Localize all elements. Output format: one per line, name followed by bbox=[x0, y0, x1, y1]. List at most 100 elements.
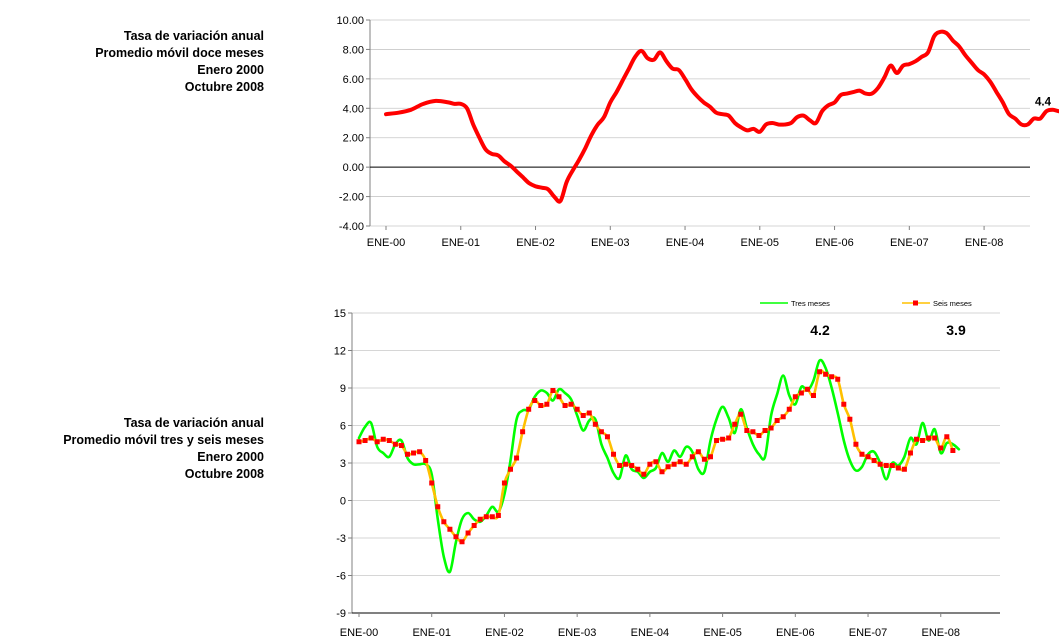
legend-label: Tres meses bbox=[791, 299, 830, 308]
value-annotation: 4.2 bbox=[810, 322, 830, 338]
series-marker bbox=[823, 371, 829, 377]
series-marker bbox=[647, 461, 653, 467]
series-marker bbox=[653, 459, 659, 465]
series-marker bbox=[907, 450, 913, 456]
series-marker bbox=[635, 466, 641, 472]
chart2-title-line1: Tasa de variación anual bbox=[123, 416, 264, 430]
x-tick-label: ENE-00 bbox=[340, 627, 379, 639]
series-marker bbox=[847, 416, 853, 422]
series-marker bbox=[768, 425, 774, 431]
series-marker bbox=[386, 438, 392, 443]
series-marker bbox=[514, 455, 520, 461]
series-marker bbox=[895, 465, 901, 471]
series-marker bbox=[562, 403, 568, 408]
series-marker bbox=[489, 514, 495, 520]
series-line-1 bbox=[384, 29, 1059, 204]
x-tick-label: ENE-04 bbox=[631, 627, 670, 639]
y-tick-label: 6.00 bbox=[343, 74, 364, 86]
series-marker bbox=[780, 414, 786, 420]
series-marker bbox=[465, 530, 471, 536]
series-marker bbox=[817, 369, 823, 375]
y-tick-label: -4.00 bbox=[339, 221, 364, 233]
series-marker bbox=[798, 390, 804, 396]
series-marker bbox=[811, 393, 816, 398]
series-marker bbox=[914, 436, 920, 442]
series-marker bbox=[865, 454, 871, 460]
chart-1: 10.008.006.004.002.000.00-2.00-4.00ENE-0… bbox=[336, 15, 1059, 249]
series-marker bbox=[380, 436, 386, 442]
chart1-title-line3: Enero 2000 bbox=[197, 63, 264, 77]
chart1-title-line2: Promedio móvil doce meses bbox=[95, 46, 264, 60]
series-marker bbox=[368, 435, 374, 441]
series-marker bbox=[362, 438, 368, 443]
x-tick-label: ENE-03 bbox=[591, 237, 630, 249]
chart1-title-line1: Tasa de variación anual bbox=[123, 29, 264, 43]
series-marker bbox=[447, 526, 453, 532]
y-tick-label: -9 bbox=[336, 608, 346, 620]
series-marker bbox=[714, 438, 720, 443]
chart2-title-line2: Promedio móvil tres y seis meses bbox=[63, 433, 264, 447]
series-marker bbox=[853, 441, 859, 447]
series-marker bbox=[786, 406, 792, 412]
y-tick-label: 2.00 bbox=[343, 133, 364, 145]
y-tick-label: 12 bbox=[334, 346, 346, 358]
x-tick-label: ENE-06 bbox=[776, 627, 815, 639]
series-marker bbox=[732, 421, 738, 427]
legend-label: Seis meses bbox=[933, 299, 972, 308]
series-marker bbox=[641, 471, 647, 477]
series-marker bbox=[720, 436, 726, 442]
x-tick-label: ENE-06 bbox=[815, 237, 854, 249]
series-marker bbox=[841, 401, 847, 407]
series-marker bbox=[944, 434, 950, 440]
y-tick-label: 3 bbox=[340, 458, 346, 470]
y-tick-label: -6 bbox=[336, 571, 346, 583]
series-marker bbox=[501, 480, 507, 486]
series-marker bbox=[829, 374, 835, 380]
series-marker bbox=[871, 458, 877, 463]
chart1-title-line4: Octubre 2008 bbox=[184, 80, 264, 94]
series-marker bbox=[568, 401, 574, 407]
x-tick-label: ENE-07 bbox=[849, 627, 888, 639]
y-tick-label: 10.00 bbox=[336, 15, 364, 27]
y-tick-label: 9 bbox=[340, 383, 346, 395]
series-marker bbox=[411, 450, 417, 456]
series-marker bbox=[683, 461, 689, 467]
series-marker bbox=[677, 459, 683, 465]
series-marker bbox=[701, 456, 707, 462]
series-marker bbox=[920, 438, 926, 443]
series-marker bbox=[398, 443, 404, 448]
series-marker bbox=[804, 386, 810, 392]
series-marker bbox=[762, 428, 768, 433]
series-marker bbox=[459, 539, 465, 545]
y-tick-label: 8.00 bbox=[343, 44, 364, 56]
series-marker bbox=[429, 480, 435, 486]
x-tick-label: ENE-01 bbox=[441, 237, 480, 249]
series-marker bbox=[441, 519, 447, 525]
series-marker bbox=[901, 466, 907, 472]
series-line-tres-meses bbox=[357, 358, 961, 574]
chart2-title-line3: Enero 2000 bbox=[197, 450, 264, 464]
x-tick-label: ENE-07 bbox=[890, 237, 929, 249]
series-marker bbox=[756, 433, 762, 438]
series-marker bbox=[495, 513, 501, 518]
series-marker bbox=[889, 463, 895, 468]
x-tick-label: ENE-00 bbox=[367, 237, 406, 249]
x-tick-label: ENE-02 bbox=[485, 627, 524, 639]
series-marker bbox=[586, 410, 592, 416]
series-marker bbox=[580, 413, 586, 418]
series-marker bbox=[417, 449, 423, 455]
series-marker bbox=[932, 435, 938, 441]
series-marker bbox=[598, 429, 604, 435]
y-tick-label: 0 bbox=[340, 496, 346, 508]
series-marker bbox=[774, 418, 780, 423]
series-marker bbox=[877, 461, 883, 467]
series-marker bbox=[611, 451, 617, 457]
series-marker bbox=[538, 403, 544, 408]
chart2-side-title: Tasa de variación anual Promedio móvil t… bbox=[4, 415, 264, 483]
series-marker bbox=[477, 516, 483, 522]
series-marker bbox=[356, 439, 362, 445]
series-marker bbox=[617, 463, 623, 468]
y-tick-label: -2.00 bbox=[339, 192, 364, 204]
x-tick-label: ENE-04 bbox=[666, 237, 705, 249]
